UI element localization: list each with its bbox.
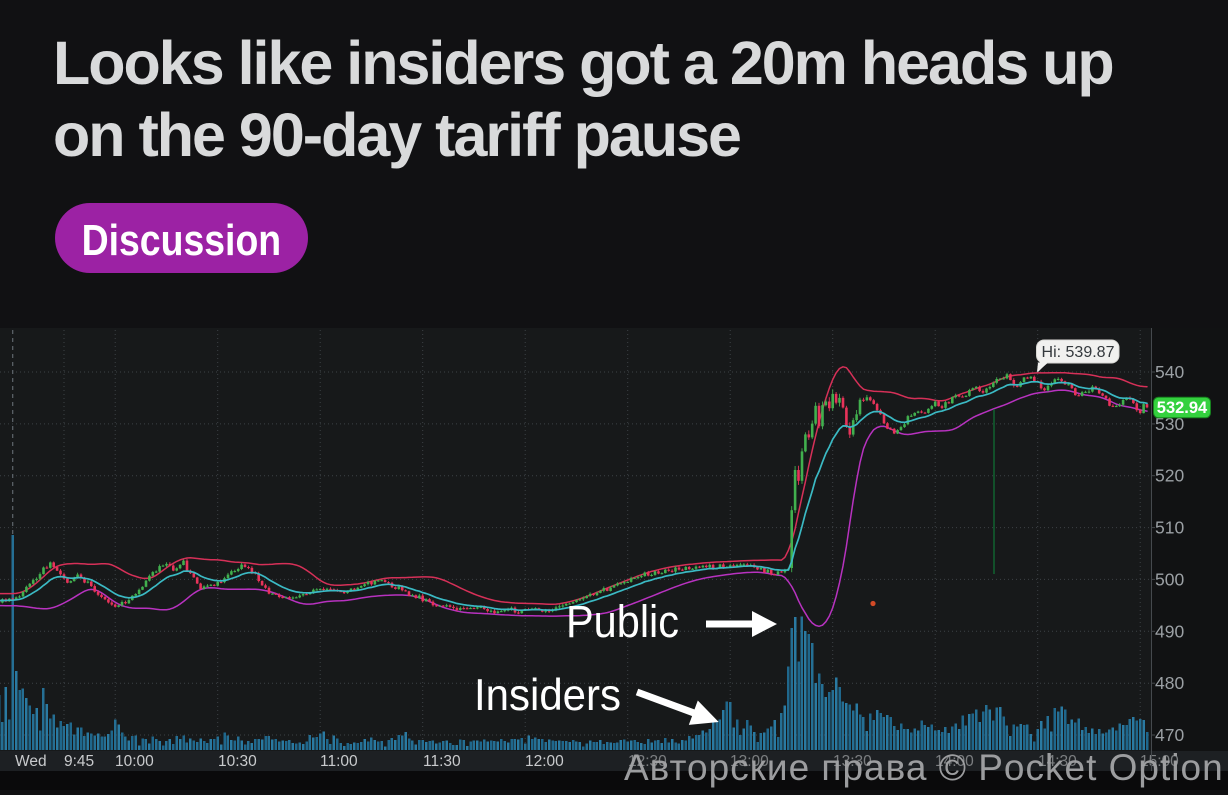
svg-text:10:30: 10:30 — [218, 753, 257, 770]
svg-text:Wed: Wed — [15, 753, 47, 770]
svg-text:Hi: 539.87: Hi: 539.87 — [1042, 344, 1115, 361]
svg-text:11:00: 11:00 — [320, 753, 358, 770]
svg-text:Public: Public — [566, 596, 679, 647]
svg-text:9:45: 9:45 — [64, 753, 94, 770]
svg-text:11:30: 11:30 — [423, 753, 461, 770]
svg-text:10:00: 10:00 — [115, 753, 154, 770]
svg-text:480: 480 — [1155, 673, 1184, 693]
svg-text:470: 470 — [1155, 725, 1184, 745]
svg-text:532.94: 532.94 — [1157, 399, 1208, 417]
svg-text:490: 490 — [1155, 621, 1184, 641]
svg-text:12:00: 12:00 — [525, 753, 564, 770]
svg-text:540: 540 — [1155, 362, 1184, 382]
svg-text:500: 500 — [1155, 569, 1184, 589]
svg-text:510: 510 — [1155, 518, 1184, 538]
svg-text:Insiders: Insiders — [474, 671, 621, 720]
svg-text:Авторские права © Pocket Optio: Авторские права © Pocket Option — [624, 747, 1224, 788]
svg-text:520: 520 — [1155, 466, 1184, 486]
